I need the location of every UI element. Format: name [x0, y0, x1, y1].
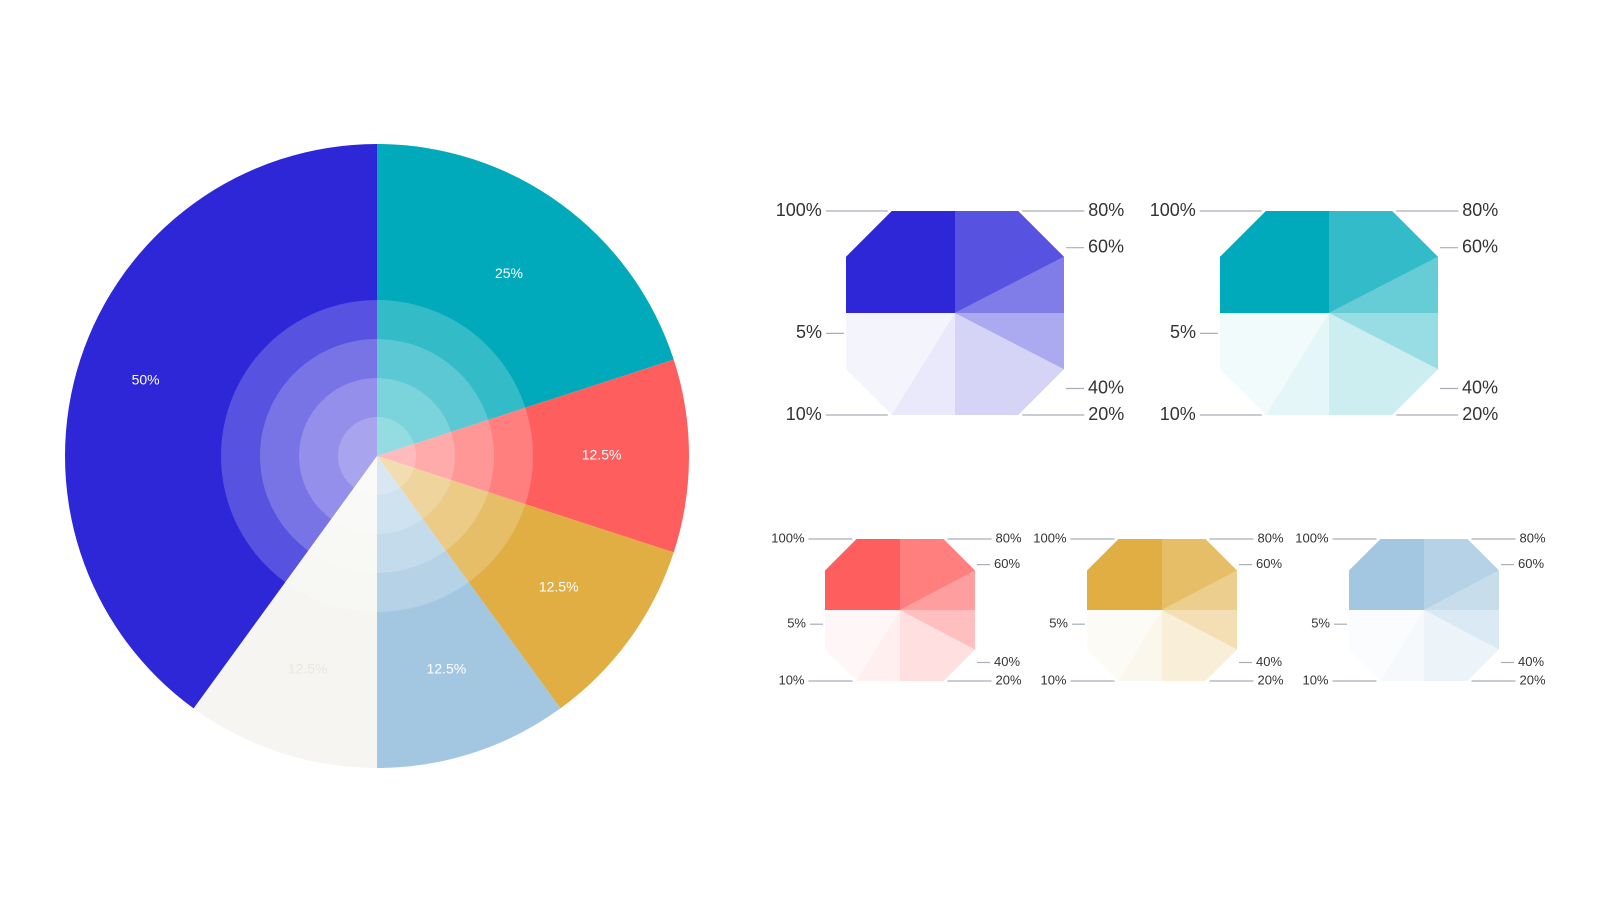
- swatch-segment: [1087, 539, 1162, 610]
- swatch-segment: [955, 256, 1064, 313]
- swatch-segment: [1162, 610, 1237, 681]
- swatch-segment: [1118, 610, 1162, 681]
- swatch-segment: [1220, 211, 1329, 313]
- swatch-segment: [825, 539, 900, 610]
- swatch-label: 60%: [1088, 236, 1124, 256]
- swatch-segment: [1220, 313, 1329, 415]
- swatch-segment: [955, 211, 1064, 313]
- pie-overlay-ring: [338, 417, 416, 495]
- swatch-label: 5%: [1311, 616, 1330, 631]
- pie-slice: [193, 456, 377, 768]
- swatch-label: 40%: [1462, 377, 1498, 397]
- swatch-segment: [1162, 610, 1237, 650]
- swatch-label: 10%: [1160, 404, 1196, 424]
- swatch-label: 60%: [1256, 556, 1282, 571]
- pie-slice-label: 12.5%: [288, 660, 328, 676]
- swatch-segment: [825, 610, 900, 681]
- opacity-swatch: 100% 80% 60% 40% 20% 10% 5%: [1150, 200, 1498, 424]
- swatch-segment: [1329, 313, 1438, 415]
- swatch-segment: [1329, 211, 1438, 313]
- swatch-segment: [846, 313, 955, 415]
- pie-slice-label: 12.5%: [539, 579, 579, 595]
- swatch-label: 100%: [1150, 200, 1196, 220]
- swatch-label: 80%: [1520, 530, 1546, 545]
- pie-slice: [377, 144, 674, 456]
- swatch-segment: [1349, 539, 1424, 610]
- swatch-label: 5%: [1170, 322, 1196, 342]
- swatch-label: 10%: [778, 672, 804, 687]
- swatch-label: 80%: [1088, 200, 1124, 220]
- swatch-label: 40%: [994, 654, 1020, 669]
- swatch-label: 5%: [796, 322, 822, 342]
- swatch-label: 60%: [1518, 556, 1544, 571]
- swatch-label: 100%: [776, 200, 822, 220]
- swatch-label: 10%: [786, 404, 822, 424]
- swatch-segment: [955, 313, 1064, 370]
- pie-slice-label: 25%: [495, 265, 523, 281]
- swatch-segment: [846, 211, 955, 313]
- opacity-swatches: 100% 80% 60% 40% 20% 10% 5% 100% 80% 60% 40% 20% 10%…: [771, 200, 1546, 688]
- swatch-segment: [1380, 610, 1424, 681]
- pie-slice-label: 12.5%: [582, 447, 622, 463]
- swatch-label: 5%: [787, 616, 806, 631]
- swatch-segment: [1162, 539, 1237, 610]
- pie-chart: 25% 12.5% 12.5% 12.5% 12.5% 50%: [65, 144, 689, 768]
- swatch-label: 20%: [996, 672, 1022, 687]
- opacity-swatch: 100% 80% 60% 40% 20% 10% 5%: [771, 530, 1022, 687]
- pie-slice-label: 50%: [132, 372, 160, 388]
- swatch-label: 20%: [1258, 672, 1284, 687]
- swatch-segment: [891, 313, 955, 415]
- swatch-segment: [900, 610, 975, 650]
- pie-overlay-ring: [299, 378, 455, 534]
- swatch-segment: [1265, 313, 1329, 415]
- swatch-segment: [1424, 539, 1499, 610]
- swatch-label: 60%: [994, 556, 1020, 571]
- swatch-segment: [900, 570, 975, 610]
- pie-overlay-ring: [260, 339, 494, 573]
- pie-slice-label: 12.5%: [427, 660, 467, 676]
- swatch-segment: [856, 610, 900, 681]
- swatch-label: 80%: [1462, 200, 1498, 220]
- swatch-label: 5%: [1049, 616, 1068, 631]
- swatch-label: 10%: [1040, 672, 1066, 687]
- swatch-segment: [1329, 313, 1438, 370]
- swatch-segment: [1424, 610, 1499, 650]
- swatch-segment: [1424, 570, 1499, 610]
- opacity-swatch: 100% 80% 60% 40% 20% 10% 5%: [1295, 530, 1546, 687]
- swatch-label: 80%: [1258, 530, 1284, 545]
- swatch-segment: [1087, 610, 1162, 681]
- swatch-label: 100%: [1295, 530, 1329, 545]
- swatch-segment: [1329, 256, 1438, 313]
- swatch-label: 100%: [1033, 530, 1067, 545]
- swatch-label: 80%: [996, 530, 1022, 545]
- pie-slice: [377, 359, 689, 553]
- swatch-label: 60%: [1462, 236, 1498, 256]
- swatch-segment: [900, 610, 975, 681]
- pie-overlay-ring: [221, 300, 533, 612]
- swatch-segment: [955, 313, 1064, 415]
- pie-slice: [377, 456, 561, 768]
- swatch-label: 40%: [1518, 654, 1544, 669]
- swatch-segment: [900, 539, 975, 610]
- pie-slice: [65, 144, 378, 709]
- swatch-label: 10%: [1302, 672, 1328, 687]
- swatch-segment: [1162, 570, 1237, 610]
- swatch-label: 20%: [1462, 404, 1498, 424]
- swatch-label: 20%: [1520, 672, 1546, 687]
- swatch-label: 40%: [1088, 377, 1124, 397]
- opacity-swatch: 100% 80% 60% 40% 20% 10% 5%: [1033, 530, 1284, 687]
- swatch-label: 20%: [1088, 404, 1124, 424]
- opacity-swatch: 100% 80% 60% 40% 20% 10% 5%: [776, 200, 1124, 424]
- swatch-segment: [1424, 610, 1499, 681]
- pie-slice: [377, 456, 674, 709]
- swatch-label: 40%: [1256, 654, 1282, 669]
- swatch-label: 100%: [771, 530, 805, 545]
- swatch-segment: [1349, 610, 1424, 681]
